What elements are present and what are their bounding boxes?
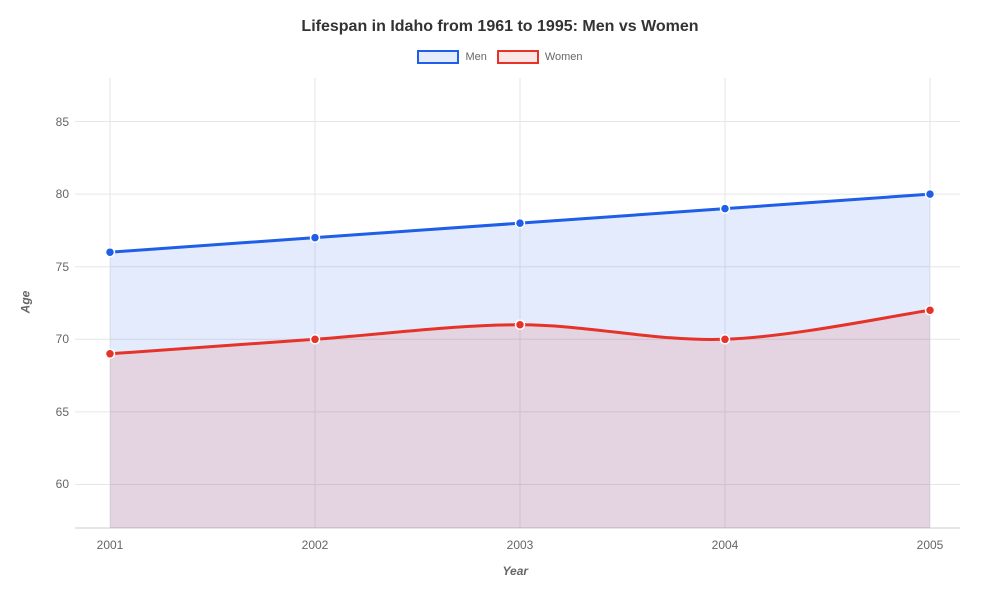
legend: Men Women [0,50,1000,64]
x-tick-label: 2004 [712,538,739,552]
plot-svg [75,78,960,528]
chart-title: Lifespan in Idaho from 1961 to 1995: Men… [0,0,1000,36]
marker-men[interactable] [926,190,935,199]
legend-label-men: Men [465,51,486,63]
marker-women[interactable] [721,335,730,344]
x-tick-label: 2001 [97,538,124,552]
y-tick-label: 70 [35,332,69,346]
legend-item-men[interactable]: Men [417,50,486,64]
legend-swatch-women [497,50,539,64]
marker-women[interactable] [516,320,525,329]
chart-container: Lifespan in Idaho from 1961 to 1995: Men… [0,0,1000,600]
legend-label-women: Women [545,51,583,63]
marker-men[interactable] [311,233,320,242]
x-tick-label: 2003 [507,538,534,552]
y-tick-label: 75 [35,260,69,274]
marker-men[interactable] [516,219,525,228]
x-tick-label: 2005 [917,538,944,552]
marker-women[interactable] [106,349,115,358]
plot-area [75,78,960,528]
y-tick-label: 65 [35,405,69,419]
y-tick-label: 85 [35,115,69,129]
x-tick-label: 2002 [302,538,329,552]
y-tick-label: 80 [35,187,69,201]
marker-men[interactable] [106,248,115,257]
marker-men[interactable] [721,204,730,213]
y-tick-label: 60 [35,477,69,491]
y-axis-label: Age [18,291,32,314]
marker-women[interactable] [311,335,320,344]
marker-women[interactable] [926,306,935,315]
x-axis-label: Year [503,564,529,578]
legend-swatch-men [417,50,459,64]
legend-item-women[interactable]: Women [497,50,583,64]
